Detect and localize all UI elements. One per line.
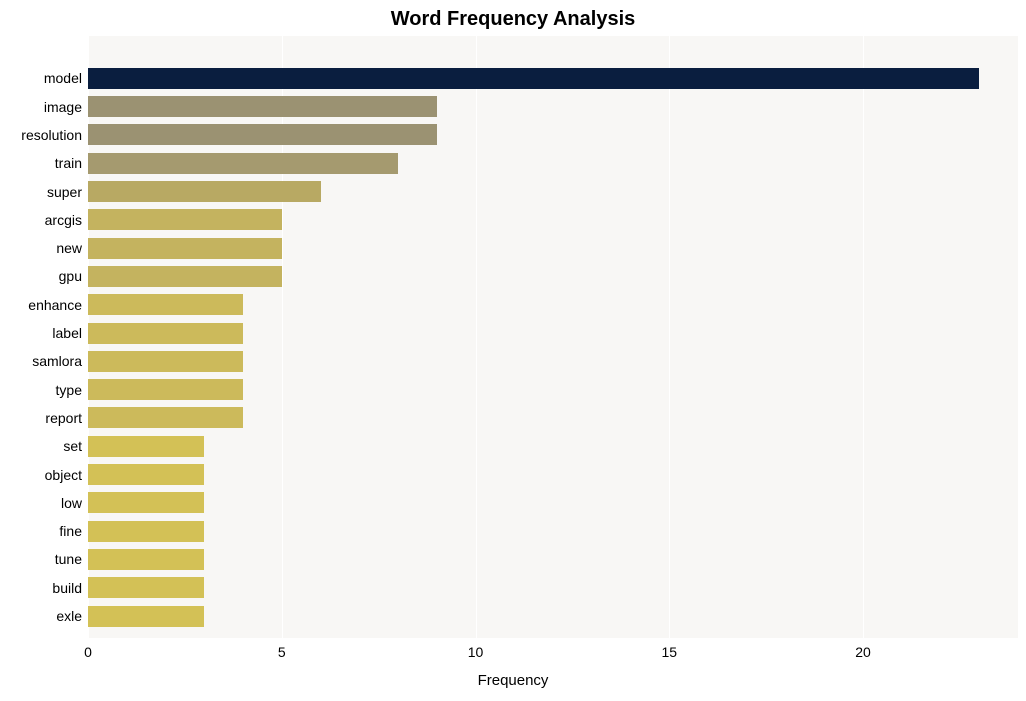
y-tick-label: super xyxy=(2,178,82,206)
y-tick-label: fine xyxy=(2,517,82,545)
bar-row xyxy=(88,602,1018,630)
bar-row xyxy=(88,291,1018,319)
bar-row xyxy=(88,404,1018,432)
bar-row xyxy=(88,149,1018,177)
y-tick-label: train xyxy=(2,149,82,177)
bar-row xyxy=(88,206,1018,234)
bar-row xyxy=(88,545,1018,573)
y-tick-label: tune xyxy=(2,545,82,573)
bar-row xyxy=(88,517,1018,545)
bar xyxy=(88,238,282,259)
y-tick-label: image xyxy=(2,93,82,121)
bar xyxy=(88,266,282,287)
bar xyxy=(88,351,243,372)
word-frequency-chart: Word Frequency Analysis Frequency 0 5 10 15… xyxy=(0,0,1026,701)
bar xyxy=(88,577,204,598)
bar-row xyxy=(88,432,1018,460)
bar-row xyxy=(88,234,1018,262)
y-tick-label: gpu xyxy=(2,262,82,290)
y-tick-label: samlora xyxy=(2,347,82,375)
bar xyxy=(88,549,204,570)
bar xyxy=(88,464,204,485)
bar xyxy=(88,436,204,457)
y-tick-label: set xyxy=(2,432,82,460)
x-tick-label: 5 xyxy=(278,644,286,660)
y-tick-label: resolution xyxy=(2,121,82,149)
bar xyxy=(88,323,243,344)
y-tick-label: new xyxy=(2,234,82,262)
y-tick-label: object xyxy=(2,461,82,489)
y-tick-label: type xyxy=(2,376,82,404)
x-tick-label: 20 xyxy=(855,644,871,660)
bar xyxy=(88,181,321,202)
plot-area xyxy=(88,36,1018,638)
y-tick-label: model xyxy=(2,64,82,92)
bar-row xyxy=(88,489,1018,517)
y-tick-label: arcgis xyxy=(2,206,82,234)
bar-row xyxy=(88,64,1018,92)
bar-row xyxy=(88,461,1018,489)
bar xyxy=(88,96,437,117)
bar xyxy=(88,492,204,513)
chart-title: Word Frequency Analysis xyxy=(0,8,1026,31)
y-tick-label: label xyxy=(2,319,82,347)
bar-row xyxy=(88,347,1018,375)
x-tick-label: 15 xyxy=(661,644,677,660)
y-tick-label: exle xyxy=(2,602,82,630)
bar-row xyxy=(88,262,1018,290)
y-tick-label: build xyxy=(2,574,82,602)
bar xyxy=(88,124,437,145)
bar-row xyxy=(88,574,1018,602)
bar-row xyxy=(88,376,1018,404)
bar xyxy=(88,209,282,230)
bar xyxy=(88,606,204,627)
bar xyxy=(88,521,204,542)
x-tick-label: 10 xyxy=(468,644,484,660)
bar xyxy=(88,294,243,315)
bar-row xyxy=(88,93,1018,121)
bar-row xyxy=(88,178,1018,206)
y-tick-label: report xyxy=(2,404,82,432)
x-tick-label: 0 xyxy=(84,644,92,660)
bar xyxy=(88,379,243,400)
bar-row xyxy=(88,121,1018,149)
bar-row xyxy=(88,319,1018,347)
bar xyxy=(88,68,979,89)
bar xyxy=(88,153,398,174)
bar xyxy=(88,407,243,428)
x-axis-title: Frequency xyxy=(0,672,1026,689)
y-tick-label: enhance xyxy=(2,291,82,319)
y-tick-label: low xyxy=(2,489,82,517)
